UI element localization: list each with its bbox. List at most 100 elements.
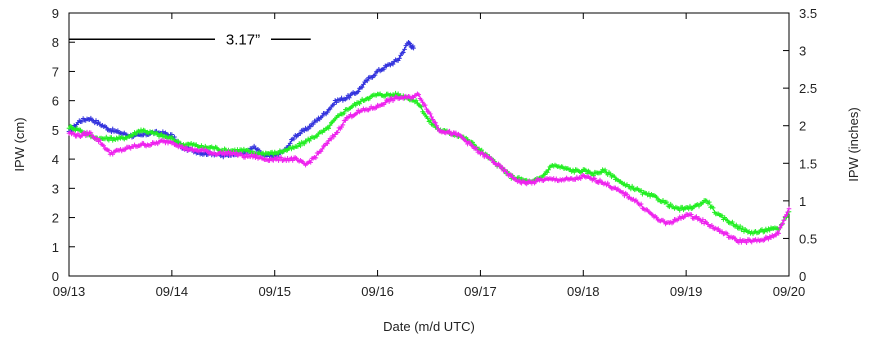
data-point: [420, 99, 425, 105]
data-point: [271, 152, 276, 157]
data-point: [709, 223, 715, 228]
data-point: [427, 111, 433, 117]
data-point: [373, 105, 379, 111]
data-point: [314, 118, 320, 123]
data-point: [276, 150, 281, 156]
data-point: [310, 121, 316, 127]
y-right-tick-label: 1: [799, 194, 806, 209]
data-point: [516, 177, 522, 183]
data-point: [183, 144, 189, 150]
data-point: [768, 235, 774, 240]
data-point: [390, 61, 396, 67]
data-point: [453, 130, 459, 136]
data-point: [544, 170, 550, 175]
y-right-tick-label: 2: [799, 119, 806, 134]
data-point: [233, 150, 239, 155]
data-point: [433, 120, 438, 126]
data-point: [381, 66, 387, 72]
data-point: [489, 157, 495, 162]
data-point: [733, 222, 739, 228]
data-point: [226, 149, 231, 154]
data-point: [622, 193, 627, 199]
data-point: [704, 198, 710, 204]
data-point: [301, 141, 307, 147]
data-point: [776, 231, 782, 236]
y-left-tick-label: 3: [52, 181, 59, 196]
data-point: [327, 123, 333, 128]
data-point: [278, 155, 284, 160]
y-left-tick-label: 1: [52, 240, 59, 255]
data-point: [762, 229, 767, 234]
data-point: [372, 72, 378, 78]
x-tick-label: 09/13: [53, 284, 86, 299]
data-point: [298, 131, 303, 136]
data-point: [88, 130, 94, 136]
data-point: [397, 56, 402, 61]
data-point: [335, 130, 341, 135]
data-point: [386, 99, 392, 105]
data-point: [214, 145, 220, 151]
data-point: [661, 219, 667, 224]
x-tick-label: 09/14: [156, 284, 189, 299]
y-left-tick-label: 6: [52, 94, 59, 109]
x-tick-label: 09/15: [258, 284, 291, 299]
data-point: [730, 219, 735, 225]
data-point: [361, 82, 366, 87]
data-point: [654, 194, 659, 200]
data-point: [780, 221, 785, 226]
data-point: [571, 169, 577, 175]
data-point: [411, 45, 416, 51]
data-point: [328, 136, 334, 142]
data-point: [638, 201, 644, 207]
data-point: [389, 95, 395, 101]
data-point: [359, 84, 365, 90]
data-point: [605, 180, 611, 186]
y-right-tick-label: 3: [799, 44, 806, 59]
data-point: [719, 213, 725, 219]
data-point: [611, 173, 617, 179]
data-point: [355, 89, 361, 94]
y-axis-left-label: IPW (cm): [12, 117, 27, 171]
data-point: [115, 128, 121, 133]
data-point: [447, 128, 452, 134]
y-left-tick-label: 2: [52, 211, 59, 226]
plot-frame: [68, 12, 790, 277]
data-point: [301, 128, 307, 134]
data-point: [668, 201, 674, 207]
y-left-tick-label: 5: [52, 123, 59, 138]
data-point: [343, 118, 348, 123]
data-point: [382, 100, 388, 106]
data-point: [97, 137, 103, 143]
data-point: [418, 104, 424, 110]
series-2: [66, 91, 792, 245]
data-point: [732, 235, 738, 241]
data-point: [251, 152, 257, 158]
data-point: [744, 240, 749, 245]
data-point: [103, 125, 109, 130]
data-point: [533, 179, 539, 185]
y-right-tick-label: 2.5: [799, 81, 817, 96]
data-point: [700, 217, 706, 222]
data-point: [715, 226, 721, 232]
data-point: [427, 118, 433, 123]
x-tick-label: 09/17: [464, 284, 497, 299]
data-point: [69, 124, 74, 130]
data-point: [334, 100, 339, 105]
data-point: [169, 134, 175, 140]
x-axis-label: Date (m/d UTC): [383, 319, 475, 334]
data-point: [242, 154, 248, 160]
data-point: [307, 138, 312, 144]
data-point: [341, 110, 347, 116]
data-point: [339, 124, 344, 130]
data-point: [353, 102, 359, 108]
data-point: [429, 114, 434, 120]
data-point: [364, 78, 370, 84]
data-point: [687, 203, 693, 209]
data-point: [298, 143, 303, 149]
y-right-tick-label: 3.5: [799, 6, 817, 21]
data-point: [605, 172, 611, 178]
data-point: [308, 124, 314, 129]
data-point: [784, 212, 789, 218]
data-point: [314, 133, 320, 139]
data-point: [402, 47, 407, 52]
